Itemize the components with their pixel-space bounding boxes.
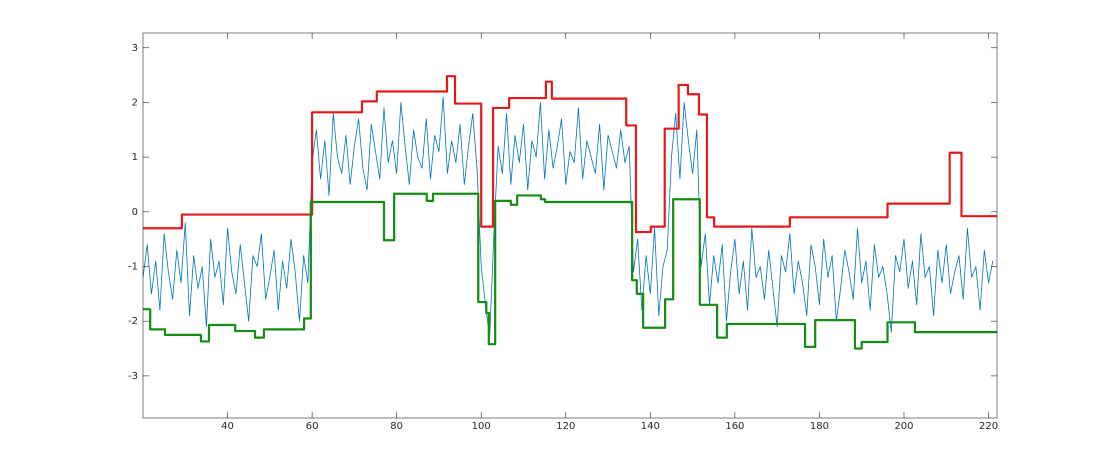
x-tick-label: 160: [725, 421, 744, 432]
y-tick-label: 1: [132, 152, 138, 163]
series-layer: [142, 75, 997, 350]
x-tick-label: 200: [894, 421, 913, 432]
x-tick-label: 220: [979, 421, 998, 432]
series-line: [143, 75, 997, 234]
x-tick-label: 120: [556, 421, 575, 432]
y-tick-label: 0: [132, 207, 138, 218]
x-tick-label: 40: [221, 421, 234, 432]
x-tick-label: 100: [472, 421, 491, 432]
plot-area: [143, 33, 997, 418]
series-line: [142, 96, 994, 339]
y-tick-label: -1: [128, 262, 138, 273]
y-tick-label: 3: [132, 43, 138, 54]
y-tick-label: -2: [128, 316, 138, 327]
x-tick-label: 140: [641, 421, 660, 432]
series-line: [143, 192, 997, 350]
x-tick-label: 80: [390, 421, 403, 432]
y-tick-label: -3: [128, 371, 138, 382]
axes-frame: [142, 32, 998, 419]
y-tick-label: 2: [132, 97, 138, 108]
x-tick-label: 180: [810, 421, 829, 432]
x-tick-label: 60: [306, 421, 319, 432]
